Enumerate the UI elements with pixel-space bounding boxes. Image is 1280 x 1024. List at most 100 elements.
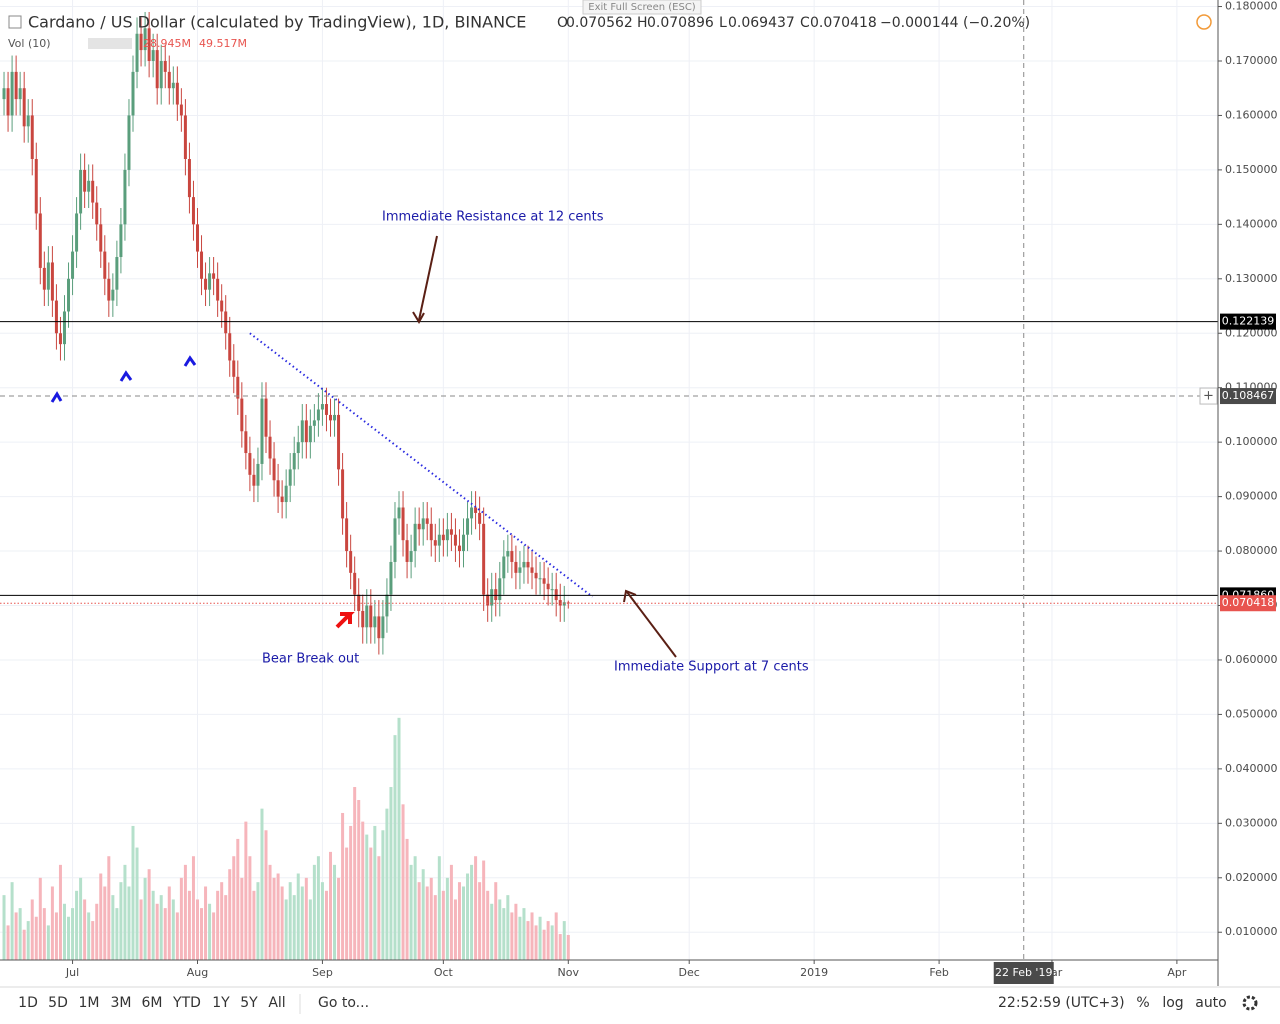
candle-body: [22, 88, 26, 127]
volume-bar: [333, 864, 337, 960]
x-tick-label: Apr: [1167, 966, 1187, 979]
volume-bar: [95, 903, 99, 960]
candle-body: [522, 561, 526, 568]
range-button[interactable]: All: [268, 995, 285, 1011]
candle-body: [349, 551, 353, 573]
price-label-box: [1220, 388, 1276, 405]
candle-body: [147, 28, 151, 61]
candle-body: [264, 398, 268, 437]
volume-bar: [474, 856, 478, 960]
volume-bar: [151, 890, 155, 960]
range-button[interactable]: 5D: [48, 995, 68, 1011]
volume-ma-value: 49.517M: [199, 37, 247, 50]
y-tick-label: 0.180000: [1225, 0, 1278, 13]
volume-bar: [83, 899, 87, 960]
annotation: Bear Break out: [262, 652, 359, 667]
candle-body: [131, 71, 135, 116]
volume-bar: [526, 921, 530, 960]
candle-body: [361, 610, 365, 628]
candle-body: [83, 169, 87, 192]
percent-button[interactable]: %: [1136, 995, 1149, 1011]
x-tick-label: Aug: [187, 966, 208, 979]
volume-bar: [554, 912, 558, 960]
volume-bar: [163, 908, 167, 960]
y-tick-label: 0.170000: [1225, 54, 1278, 67]
volume-bar: [292, 895, 296, 960]
trendline: [249, 332, 594, 598]
volume-bar: [312, 864, 316, 960]
volume-bar: [425, 886, 429, 960]
volume-bar: [34, 916, 38, 960]
price-label: 0.122139: [1222, 315, 1275, 328]
candle-body: [119, 224, 123, 258]
candle-body: [99, 224, 103, 252]
range-button[interactable]: 5Y: [240, 995, 258, 1011]
candle-body: [550, 589, 554, 591]
volume-bar: [26, 921, 30, 960]
marker-arrow: [119, 370, 133, 382]
volume-bar: [155, 903, 159, 960]
range-button[interactable]: 3M: [111, 995, 132, 1011]
volume-bar: [518, 916, 522, 960]
volume-bar: [457, 882, 461, 960]
volume-bar: [288, 882, 292, 960]
candle-body: [159, 60, 163, 89]
volume-bar: [542, 929, 546, 960]
ohlc-value: 0.070896: [647, 15, 714, 31]
candle-body: [127, 115, 131, 170]
volume-bar: [369, 847, 373, 960]
volume-bar: [393, 735, 397, 960]
add-button-icon: +: [1203, 389, 1214, 404]
volume-bar: [316, 856, 320, 960]
volume-bar: [248, 856, 252, 960]
volume-bar: [46, 925, 50, 960]
candle-body: [272, 458, 276, 481]
exit-fullscreen[interactable]: [582, 0, 702, 15]
candle-body: [417, 523, 421, 530]
legend-buttons[interactable]: [88, 38, 132, 49]
volume-bar: [357, 800, 361, 960]
candle-body: [200, 251, 204, 279]
candle-body: [506, 551, 510, 557]
range-button[interactable]: 1M: [79, 995, 100, 1011]
auto-button[interactable]: auto: [1195, 995, 1227, 1011]
volume-bar: [308, 899, 312, 960]
candle-body: [562, 602, 566, 606]
candle-body: [337, 414, 341, 470]
y-tick-label: 0.050000: [1225, 707, 1278, 720]
volume-bar: [284, 899, 288, 960]
candle-body: [482, 523, 486, 595]
candle-body: [252, 474, 256, 486]
candle-body: [389, 561, 393, 595]
volume-bar: [71, 908, 75, 960]
candle-body: [244, 431, 248, 454]
range-button[interactable]: 6M: [142, 995, 163, 1011]
candle-body: [18, 88, 22, 100]
candle-body: [204, 278, 208, 290]
candle-body: [453, 534, 457, 546]
candle-body: [457, 545, 461, 552]
alert-icon[interactable]: [1196, 14, 1212, 30]
volume-bar: [566, 934, 570, 960]
candle-body: [46, 262, 50, 290]
candle-body: [30, 115, 34, 160]
range-button[interactable]: 1Y: [212, 995, 230, 1011]
volume-bar: [397, 717, 401, 960]
candle-body: [260, 398, 264, 464]
candle-body: [542, 578, 546, 584]
volume-bar: [441, 890, 445, 960]
goto-button[interactable]: Go to...: [318, 995, 369, 1011]
range-button[interactable]: 1D: [18, 995, 38, 1011]
candle-body: [534, 572, 538, 579]
log-button[interactable]: log: [1162, 995, 1183, 1011]
volume-bar: [244, 821, 248, 960]
volume-bar: [466, 873, 470, 960]
collapse-icon[interactable]: [8, 15, 22, 29]
range-button[interactable]: YTD: [172, 995, 201, 1011]
candle-body: [54, 300, 58, 334]
exit-fullscreen-label[interactable]: Exit Full Screen (ESC): [588, 2, 696, 13]
volume-bar: [200, 908, 204, 960]
candle-body: [296, 442, 300, 454]
settings-icon[interactable]: [1242, 995, 1258, 1011]
candle-body: [538, 578, 542, 580]
